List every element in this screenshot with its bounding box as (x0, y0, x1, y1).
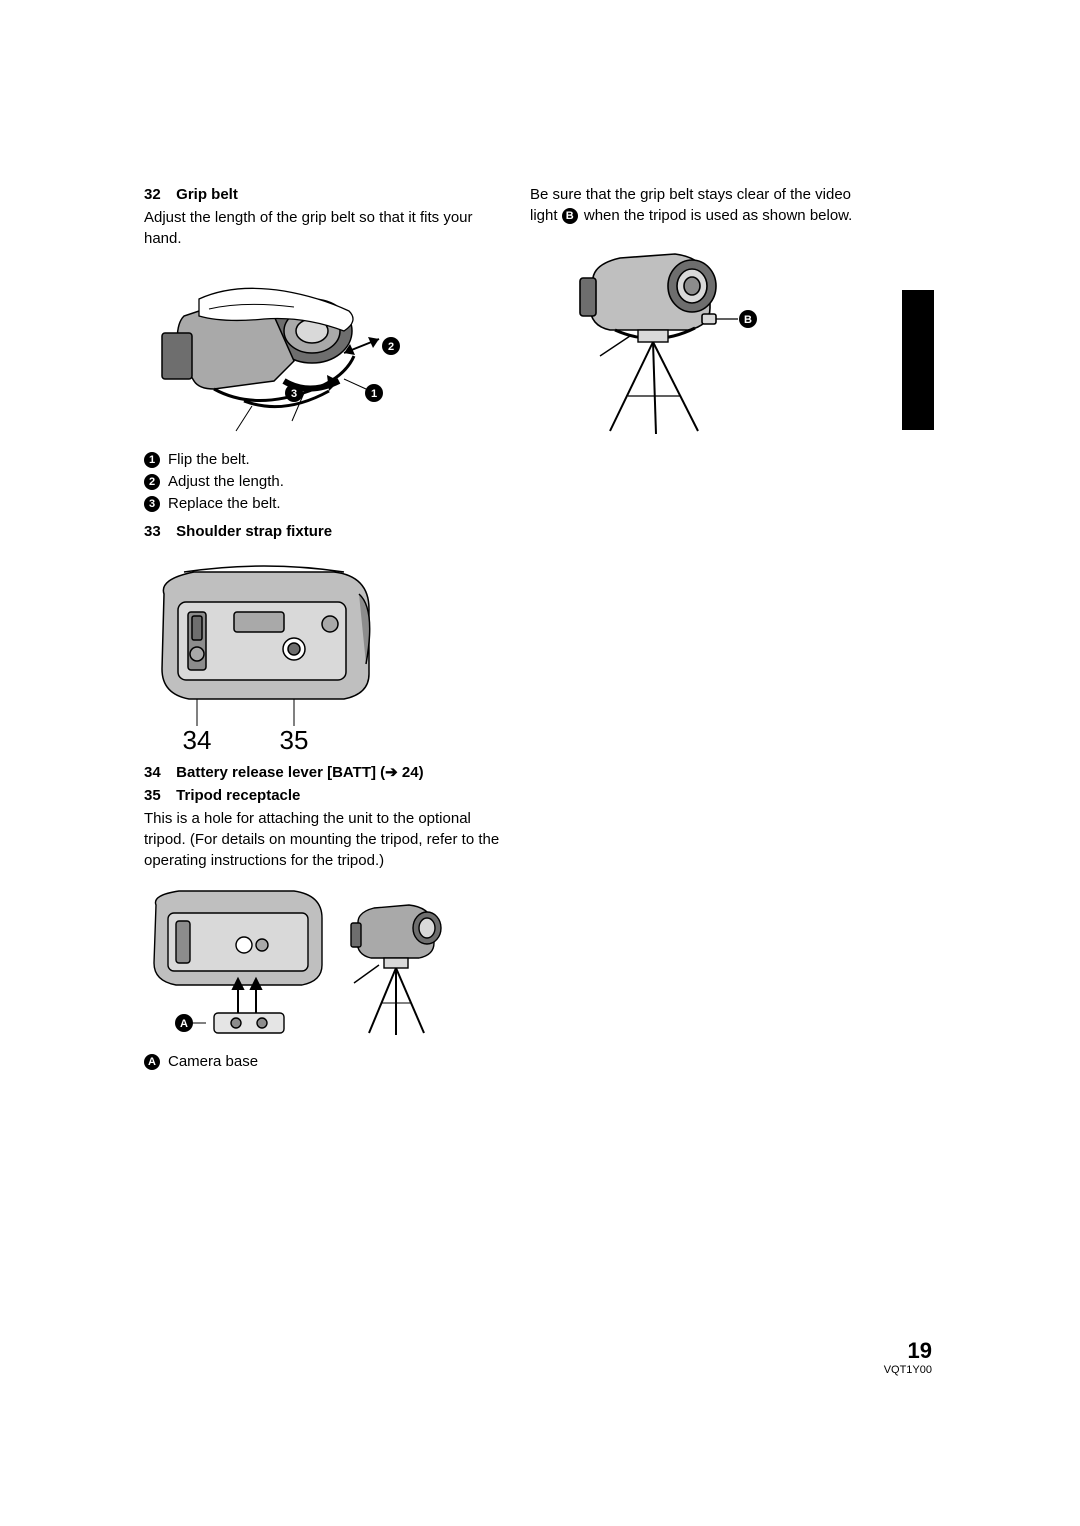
figure-tripod-attach: A (144, 883, 504, 1043)
item-35-desc: This is a hole for attaching the unit to… (144, 808, 504, 871)
item-title: Grip belt (176, 186, 238, 203)
item-title: Shoulder strap fixture (176, 523, 332, 540)
document-id: VQT1Y00 (884, 1364, 932, 1376)
step-badge-icon: 2 (144, 474, 160, 490)
tripod-warning-illustration: B (560, 236, 780, 436)
manual-page: 32 Grip belt Adjust the length of the gr… (0, 0, 1080, 1526)
svg-text:1: 1 (371, 388, 377, 400)
grip-step: 3 Replace the belt. (144, 493, 504, 515)
letter-badge-icon: B (562, 208, 578, 224)
tripod-attach-illustration: A (144, 883, 454, 1043)
reference-arrow-icon: ➔ (385, 764, 398, 781)
camera-base-text: Camera base (168, 1053, 258, 1070)
page-footer: 19 VQT1Y00 (884, 1338, 932, 1376)
step-badge-icon: 1 (144, 452, 160, 468)
figure-camera-bottom: 34 35 (144, 554, 504, 754)
item-32-heading: 32 Grip belt (144, 184, 504, 205)
right-column: Be sure that the grip belt stays clear o… (530, 184, 890, 444)
item-32-desc: Adjust the length of the grip belt so th… (144, 207, 504, 249)
item-35-heading: 35 Tripod receptacle (144, 785, 504, 806)
grip-belt-illustration: 2 1 3 (144, 261, 414, 441)
page-number: 19 (884, 1338, 932, 1364)
step-badge-icon: 3 (144, 496, 160, 512)
section-tab (902, 290, 934, 430)
svg-text:A: A (180, 1018, 188, 1030)
fig-label-34: 34 (183, 725, 212, 754)
grip-step: 2 Adjust the length. (144, 471, 504, 493)
camera-base-item: A Camera base (144, 1051, 504, 1073)
grip-steps-list: 1 Flip the belt. 2 Adjust the length. 3 Rep… (144, 449, 504, 515)
step-text: Flip the belt. (168, 451, 250, 468)
fig-label-35: 35 (280, 725, 309, 754)
figure-tripod-warning: B (560, 236, 890, 436)
item-34-heading: 34 Battery release lever [BATT] (➔ 24) (144, 762, 504, 783)
svg-text:2: 2 (388, 341, 394, 353)
tripod-warning-text: Be sure that the grip belt stays clear o… (530, 184, 890, 226)
figure-grip-belt: 2 1 3 (144, 261, 504, 441)
camera-bottom-illustration: 34 35 (144, 554, 384, 754)
grip-step: 1 Flip the belt. (144, 449, 504, 471)
left-column: 32 Grip belt Adjust the length of the gr… (144, 184, 504, 1079)
item-number: 33 (144, 521, 172, 542)
item-number: 34 (144, 762, 172, 783)
camera-base-list: A Camera base (144, 1051, 504, 1073)
item-number: 32 (144, 184, 172, 205)
step-text: Adjust the length. (168, 473, 284, 490)
svg-text:B: B (744, 314, 752, 326)
item-number: 35 (144, 785, 172, 806)
item-title: Battery release lever [BATT] (➔ 24) (176, 764, 423, 781)
letter-badge-icon: A (144, 1054, 160, 1070)
step-text: Replace the belt. (168, 495, 281, 512)
svg-text:3: 3 (291, 388, 297, 400)
item-33-heading: 33 Shoulder strap fixture (144, 521, 504, 542)
item-title: Tripod receptacle (176, 787, 300, 804)
